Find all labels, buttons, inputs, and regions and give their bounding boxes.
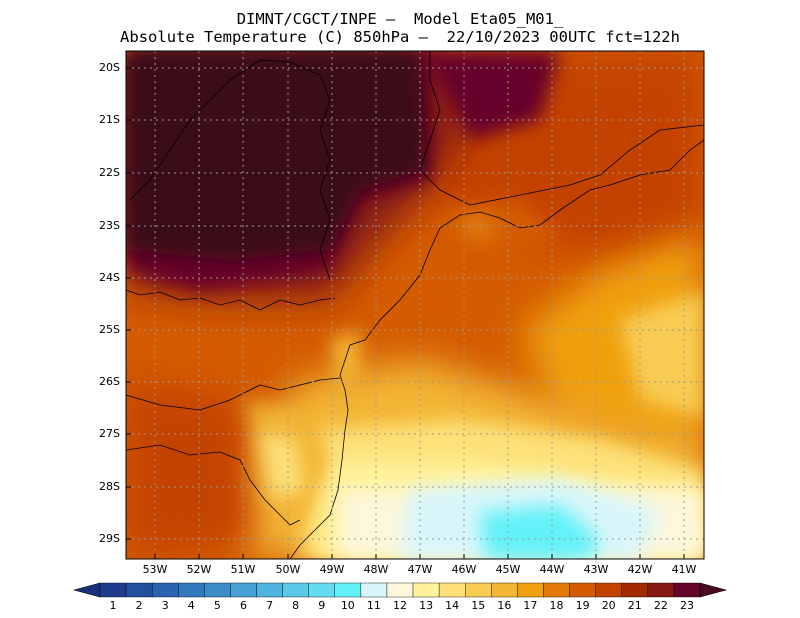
colorbar-swatch	[230, 582, 257, 598]
colorbar-swatch	[491, 582, 518, 598]
colorbar-tick-label: 23	[679, 599, 694, 612]
lat-label: 23S	[99, 219, 120, 232]
colorbar-tick-label: 14	[445, 599, 460, 612]
colorbar-swatch	[204, 582, 231, 598]
colorbar-tick-label: 17	[523, 599, 538, 612]
lat-label: 28S	[99, 480, 120, 493]
colorbar-tick-label: 6	[239, 599, 247, 612]
temperature-field	[126, 51, 704, 559]
colorbar-tick-label: 18	[549, 599, 564, 612]
colorbar-tick-label: 22	[653, 599, 668, 612]
colorbar-swatch	[647, 582, 675, 598]
colorbar-swatch	[360, 582, 388, 598]
colorbar-swatch	[412, 582, 440, 598]
colorbar-tick-label: 13	[419, 599, 434, 612]
colorbar-tick-label: 7	[266, 599, 274, 612]
colorbar-swatch	[673, 582, 701, 598]
colorbar-swatch	[334, 582, 362, 598]
lon-label: 50W	[275, 563, 301, 576]
colorbar-tick-label: 8	[292, 599, 300, 612]
lon-label: 41W	[671, 563, 697, 576]
lat-label: 21S	[99, 113, 120, 126]
colorbar-tick-label: 5	[213, 599, 221, 612]
colorbar-swatch	[386, 582, 414, 598]
map-title-line2: Absolute Temperature (C) 850hPa — 22/10/…	[120, 28, 680, 46]
colorbar-swatch	[282, 582, 309, 598]
lon-label: 52W	[186, 563, 212, 576]
colorbar-swatch	[517, 582, 544, 598]
lat-label: 26S	[99, 375, 120, 388]
lat-label: 27S	[99, 427, 120, 440]
colorbar-swatch	[151, 582, 179, 598]
lon-label: 51W	[230, 563, 256, 576]
colorbar-tick-label: 12	[393, 599, 407, 612]
colorbar-tick-label: 11	[366, 599, 381, 612]
lat-label: 29S	[99, 532, 120, 545]
colorbar-tick-label: 4	[187, 599, 195, 612]
lon-label: 45W	[495, 563, 521, 576]
lon-label: 43W	[583, 563, 609, 576]
colorbar-low-arrow	[72, 582, 101, 598]
lat-label: 20S	[99, 61, 120, 74]
lon-label: 44W	[539, 563, 565, 576]
map-gridlines	[126, 51, 704, 559]
colorbar-swatch	[256, 582, 283, 598]
lon-label: 42W	[627, 563, 653, 576]
lon-label: 46W	[451, 563, 477, 576]
colorbar-tick-label: 15	[471, 599, 486, 612]
colorbar-tick-label: 21	[627, 599, 642, 612]
colorbar-tick-label: 9	[318, 599, 326, 612]
lat-label: 22S	[99, 166, 120, 179]
lat-label: 25S	[99, 323, 120, 336]
colorbar-swatch	[621, 582, 649, 598]
colorbar-swatch	[308, 582, 335, 598]
colorbar-tick-label: 3	[161, 599, 169, 612]
colorbar-swatch	[125, 582, 153, 598]
map-ticks	[126, 67, 685, 559]
colorbar-tick-label: 20	[601, 599, 616, 612]
colorbar-swatch	[99, 582, 127, 598]
colorbar-high-arrow	[699, 582, 728, 598]
lon-label: 53W	[142, 563, 168, 576]
colorbar-swatch	[569, 582, 596, 598]
colorbar-tick-label: 2	[135, 599, 143, 612]
colorbar-tick-label: 10	[340, 599, 355, 612]
lat-label: 24S	[99, 271, 120, 284]
colorbar-swatch	[438, 582, 466, 598]
colorbar-swatch	[543, 582, 570, 598]
colorbar-swatch	[465, 582, 492, 598]
colorbar-swatch	[178, 582, 205, 598]
colorbar-swatch	[595, 582, 622, 598]
map-title-line1: DIMNT/CGCT/INPE — Model Eta05_M01_	[236, 10, 564, 28]
map-frame	[125, 50, 705, 560]
colorbar-tick-label: 19	[575, 599, 590, 612]
lon-label: 48W	[363, 563, 389, 576]
lon-label: 49W	[319, 563, 345, 576]
lon-label: 47W	[407, 563, 433, 576]
colorbar	[72, 582, 728, 598]
colorbar-tick-label: 1	[109, 599, 117, 612]
colorbar-tick-label: 16	[497, 599, 512, 612]
